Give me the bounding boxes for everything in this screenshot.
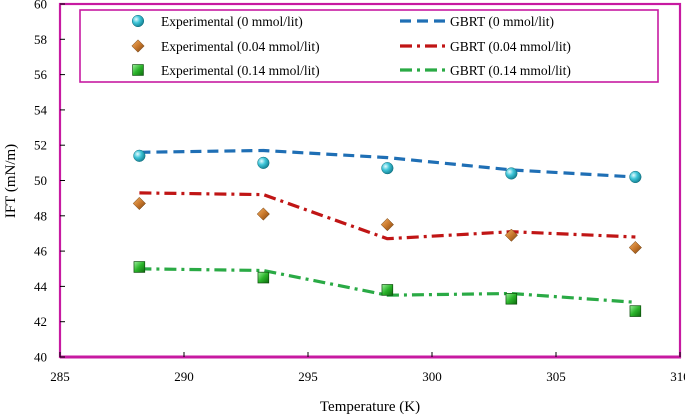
data-point [505, 167, 518, 180]
data-point [381, 284, 394, 296]
data-point [133, 149, 146, 162]
data-point [132, 64, 144, 76]
y-tick-label: 40 [34, 350, 47, 365]
legend-box [79, 9, 659, 83]
x-tick-label: 295 [298, 369, 318, 384]
legend: Experimental (0 mmol/lit) Experimental (0… [79, 9, 659, 83]
x-tick-label: 300 [422, 369, 442, 384]
x-axis-title: Temperature (K) [320, 399, 420, 415]
x-axis: 285 290 295 300 305 310 [50, 352, 685, 384]
data-point [505, 293, 518, 305]
y-tick-label: 50 [34, 173, 47, 188]
legend-label: Experimental (0.04 mmol/lit) [161, 39, 320, 54]
y-tick-label: 48 [34, 208, 47, 223]
y-tick-label: 54 [34, 102, 48, 117]
data-point [256, 207, 270, 221]
x-tick-label: 285 [50, 369, 70, 384]
y-tick-label: 46 [34, 244, 48, 259]
y-tick-label: 52 [34, 138, 47, 153]
data-point [131, 14, 145, 28]
y-axis: 40 42 44 46 48 50 52 54 56 58 60 [34, 0, 65, 365]
y-tick-label: 56 [34, 67, 48, 82]
y-axis-title: IFT (mN/m) [3, 144, 19, 218]
data-point [131, 39, 145, 53]
data-point [257, 271, 270, 284]
data-point [629, 170, 642, 184]
data-point [629, 305, 642, 317]
data-point [628, 241, 642, 255]
legend-label: Experimental (0.14 mmol/lit) [161, 63, 320, 78]
y-tick-label: 42 [34, 314, 47, 329]
data-point [132, 196, 146, 210]
x-tick-label: 290 [174, 369, 194, 384]
legend-label: Experimental (0 mmol/lit) [161, 14, 303, 29]
y-tick-label: 44 [34, 279, 48, 294]
data-point [504, 228, 518, 242]
legend-label: GBRT (0.04 mmol/lit) [450, 39, 571, 54]
series-line [139, 148, 636, 179]
y-tick-label: 58 [34, 32, 47, 47]
legend-label: GBRT (0 mmol/lit) [450, 14, 554, 29]
legend-label: GBRT (0.14 mmol/lit) [450, 63, 571, 78]
data-point [380, 218, 394, 232]
y-tick-label: 60 [34, 0, 47, 12]
data-point [381, 162, 394, 175]
experimental-markers [132, 149, 642, 317]
x-tick-label: 305 [546, 369, 566, 384]
data-point [257, 156, 270, 169]
data-point [133, 261, 146, 273]
series-line [139, 191, 636, 241]
x-tick-label: 310 [670, 369, 685, 384]
